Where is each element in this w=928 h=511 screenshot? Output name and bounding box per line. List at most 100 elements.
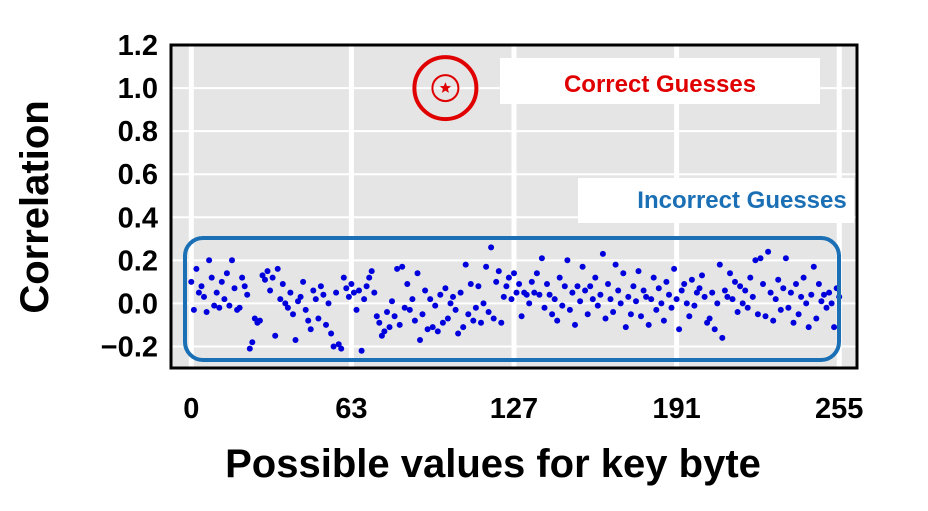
data-point bbox=[727, 270, 733, 277]
data-point bbox=[559, 302, 566, 309]
data-point bbox=[693, 289, 700, 296]
data-point bbox=[810, 263, 817, 270]
data-point bbox=[361, 296, 368, 303]
data-point bbox=[800, 274, 807, 281]
data-point bbox=[813, 315, 820, 322]
data-point bbox=[516, 281, 523, 287]
data-point bbox=[333, 289, 340, 296]
data-point bbox=[195, 289, 202, 296]
data-point bbox=[770, 317, 777, 324]
data-point bbox=[465, 311, 472, 318]
data-point bbox=[790, 319, 797, 326]
data-point bbox=[579, 263, 586, 270]
data-point bbox=[450, 293, 456, 300]
data-point bbox=[625, 293, 632, 300]
data-point bbox=[439, 319, 446, 326]
data-point bbox=[302, 306, 309, 313]
x-tick-label: 191 bbox=[652, 393, 700, 425]
data-point bbox=[498, 319, 505, 326]
data-point bbox=[373, 313, 380, 320]
data-point bbox=[818, 298, 825, 305]
data-point bbox=[404, 281, 411, 287]
data-point bbox=[711, 326, 718, 333]
data-point bbox=[414, 270, 421, 277]
data-point bbox=[394, 265, 401, 272]
data-point bbox=[594, 302, 601, 309]
data-point bbox=[406, 306, 413, 313]
data-point bbox=[607, 296, 614, 303]
data-point bbox=[546, 291, 553, 298]
incorrect-guesses-label: Incorrect Guesses bbox=[637, 187, 846, 214]
data-point bbox=[495, 268, 502, 275]
data-point bbox=[729, 296, 736, 303]
data-point bbox=[648, 296, 655, 303]
x-axis-ticks: 0 63 127 191 255 bbox=[183, 393, 863, 425]
data-point bbox=[754, 311, 761, 318]
data-point bbox=[765, 248, 772, 255]
incorrect-region-box bbox=[183, 236, 841, 362]
data-point bbox=[676, 326, 683, 333]
data-point bbox=[376, 319, 383, 326]
data-point bbox=[714, 300, 721, 307]
data-point bbox=[223, 270, 230, 277]
x-tick-label: 63 bbox=[335, 393, 367, 425]
data-point bbox=[493, 278, 500, 285]
data-point bbox=[229, 257, 235, 264]
data-point bbox=[805, 324, 812, 331]
data-point bbox=[424, 326, 431, 333]
data-point bbox=[434, 328, 441, 335]
data-point bbox=[795, 311, 802, 318]
data-point bbox=[767, 289, 774, 296]
data-point bbox=[699, 272, 705, 279]
data-point bbox=[323, 321, 329, 328]
data-point bbox=[251, 315, 258, 322]
data-point bbox=[325, 300, 332, 307]
data-point bbox=[528, 278, 535, 285]
data-point bbox=[592, 274, 599, 281]
data-point bbox=[256, 317, 263, 324]
data-point bbox=[218, 278, 225, 285]
data-point bbox=[246, 345, 253, 352]
data-point bbox=[485, 309, 492, 315]
data-point bbox=[523, 291, 530, 298]
data-point bbox=[221, 296, 228, 303]
y-axis-label: Correlation bbox=[13, 100, 57, 313]
data-point bbox=[681, 281, 688, 287]
data-point bbox=[203, 309, 210, 315]
data-point bbox=[350, 289, 357, 296]
data-point bbox=[239, 274, 246, 281]
y-tick-label: 0.6 bbox=[118, 159, 158, 191]
y-tick-label: 1.0 bbox=[118, 73, 158, 105]
data-point bbox=[635, 268, 642, 275]
data-point bbox=[343, 285, 350, 292]
data-point bbox=[292, 337, 299, 343]
data-point bbox=[338, 345, 345, 352]
data-point bbox=[277, 296, 284, 303]
data-point bbox=[437, 291, 444, 298]
data-point bbox=[826, 289, 833, 296]
data-point bbox=[556, 274, 563, 281]
data-point bbox=[297, 293, 304, 300]
data-point bbox=[760, 281, 766, 287]
data-point bbox=[267, 287, 274, 294]
data-point bbox=[447, 300, 454, 307]
data-point bbox=[732, 278, 738, 285]
data-point bbox=[399, 263, 406, 270]
data-point bbox=[561, 283, 568, 290]
data-point bbox=[340, 274, 347, 281]
data-point bbox=[500, 293, 507, 300]
data-point bbox=[295, 298, 301, 305]
data-point bbox=[470, 317, 477, 324]
data-point bbox=[282, 300, 289, 307]
data-point bbox=[663, 278, 670, 285]
data-point bbox=[793, 281, 799, 287]
data-point bbox=[762, 313, 769, 320]
data-point bbox=[345, 293, 352, 300]
data-point bbox=[381, 328, 388, 335]
correct-guess-star-icon bbox=[439, 82, 452, 93]
data-point bbox=[828, 300, 835, 307]
data-point bbox=[483, 263, 490, 270]
data-points bbox=[188, 244, 843, 354]
data-point bbox=[584, 311, 591, 318]
